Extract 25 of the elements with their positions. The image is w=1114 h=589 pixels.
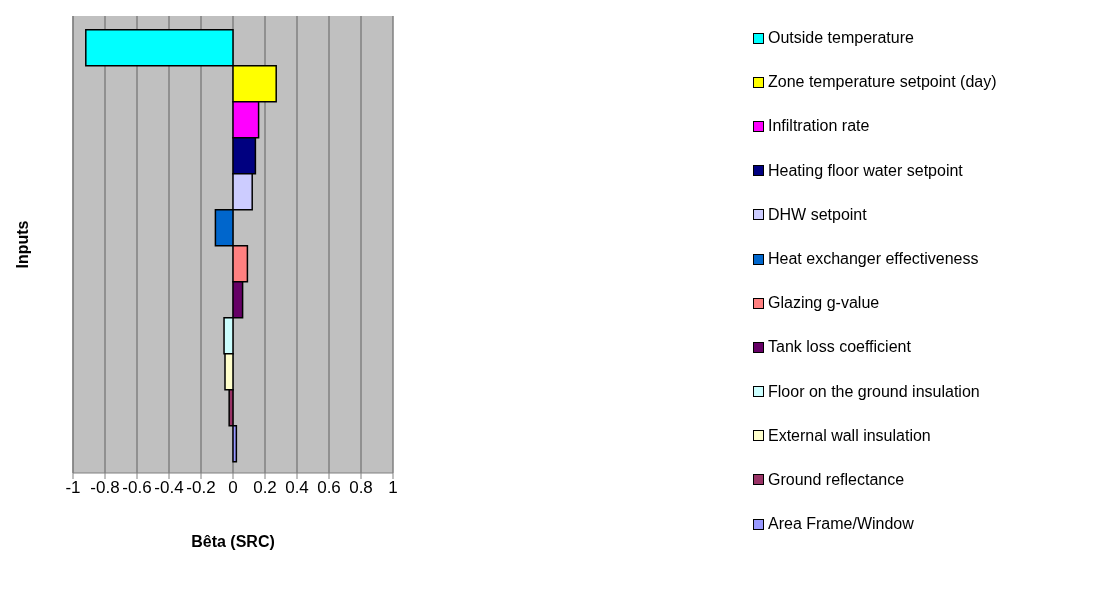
legend-label: Ground reflectance — [768, 470, 905, 489]
legend-label: Glazing g-value — [768, 294, 880, 313]
x-tick-label: 0.6 — [317, 478, 341, 498]
x-axis-title: Bêta (SRC) — [191, 533, 275, 550]
x-tick-label: -0.4 — [154, 478, 184, 498]
legend-label: External wall insulation — [768, 426, 931, 445]
legend-label: Outside temperature — [768, 29, 914, 48]
legend-label: Area Frame/Window — [768, 515, 914, 534]
x-tick-label: 0.4 — [285, 478, 309, 498]
x-tick-label: 0 — [228, 478, 238, 498]
legend-label: DHW setpoint — [768, 205, 867, 224]
legend-label: Infiltration rate — [768, 117, 870, 136]
legend-label: Tank loss coefficient — [768, 338, 911, 357]
legend-label: Zone temperature setpoint (day) — [768, 73, 997, 92]
x-tick-label: 1 — [388, 478, 398, 498]
x-tick-label: 0.2 — [253, 478, 277, 498]
x-tick-label: 0.8 — [349, 478, 373, 498]
x-tick-label: -0.6 — [122, 478, 152, 498]
x-tick-label: -1 — [65, 478, 81, 498]
y-axis-title: Inputs — [13, 220, 31, 269]
x-tick-label: -0.8 — [90, 478, 120, 498]
legend-label: Floor on the ground insulation — [768, 382, 980, 401]
legend-label: Heat exchanger effectiveness — [768, 250, 979, 269]
legend-label: Heating floor water setpoint — [768, 161, 963, 180]
x-tick-label: -0.2 — [186, 478, 216, 498]
